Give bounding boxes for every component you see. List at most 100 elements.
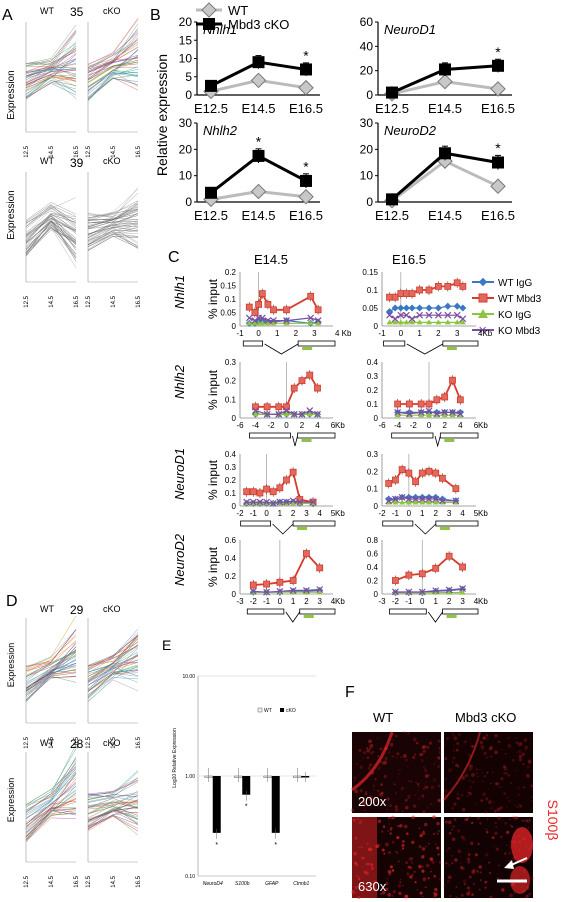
a-wt-top-profile-line xyxy=(25,41,77,73)
f-signal-dot xyxy=(463,740,467,744)
f-signal-dot xyxy=(373,785,375,788)
f-signal-dot xyxy=(359,765,363,769)
f-signal-dot xyxy=(444,789,448,794)
c-point xyxy=(391,293,399,301)
f-signal-dot xyxy=(485,830,489,834)
a-cko-bottom-profile-line xyxy=(87,226,139,247)
f-signal-dot xyxy=(396,835,400,840)
f-signal-dot xyxy=(401,843,405,848)
b-point-wt xyxy=(490,81,506,97)
panel-a: Expression Expression WT 35 cKO WT 39 cK… xyxy=(6,5,142,308)
f-signal-dot xyxy=(453,749,456,752)
b-xtick-label: E12.5 xyxy=(375,101,409,116)
f-signal-dot xyxy=(358,799,361,802)
c-point xyxy=(432,564,440,572)
c-point xyxy=(444,311,452,319)
d-cko-bottom-profile-line xyxy=(87,771,139,801)
f-signal-dot xyxy=(383,774,388,779)
f-signal-dot xyxy=(419,891,423,895)
c-point xyxy=(392,588,399,596)
d-wt-top-profile-line xyxy=(25,658,77,701)
a-wt-bottom-profile-line xyxy=(25,227,77,253)
e-significance-star: * xyxy=(215,842,218,849)
c-point xyxy=(276,498,284,506)
f-signal-dot xyxy=(482,781,484,783)
c-point xyxy=(425,407,433,415)
d-cko-top-profile-line xyxy=(87,666,139,697)
a-wt-top-profile-line xyxy=(25,31,77,65)
d-cko-top-profile-line xyxy=(87,677,139,699)
f-signal-dot xyxy=(410,780,413,783)
f-signal-dot xyxy=(381,761,386,765)
f-signal-dot xyxy=(495,826,498,829)
c-point xyxy=(314,410,321,418)
c-xunit-label: Kb xyxy=(478,421,488,430)
d-wt-top-profile-line xyxy=(25,649,77,690)
c-point xyxy=(270,320,277,326)
f-signal-dot xyxy=(417,784,421,788)
c-point xyxy=(433,396,441,404)
c-point xyxy=(392,319,399,325)
c-point xyxy=(386,319,393,325)
f-signal-dot xyxy=(484,886,487,889)
c-point xyxy=(245,314,253,322)
f-signal-dot xyxy=(429,858,433,861)
d-wt-top-profile-line xyxy=(25,665,77,699)
f-signal-dot xyxy=(469,816,472,819)
f-signal-dot xyxy=(465,818,469,821)
f-signal-dot xyxy=(383,852,386,855)
b-point-cko xyxy=(386,193,398,206)
f-signal-dot xyxy=(368,739,373,744)
f-signal-dot xyxy=(361,765,364,768)
d-cko-top-profile-line xyxy=(87,679,139,702)
f-signal-dot xyxy=(460,793,464,798)
f-signal-dot xyxy=(484,853,489,857)
c-amplicon-marker xyxy=(444,439,455,442)
f-signal-dot xyxy=(444,820,448,824)
c-ytick-label: 0.1 xyxy=(367,400,379,409)
f-signal-dot xyxy=(455,886,458,888)
c-xtick-label: 4 xyxy=(315,421,320,430)
f-signal-dot xyxy=(423,767,426,769)
f-tissue-edge xyxy=(351,731,394,792)
c-point xyxy=(416,311,424,319)
f-signal-dot xyxy=(357,780,360,783)
c-point xyxy=(386,293,393,301)
f-signal-dot xyxy=(481,746,485,751)
c-point xyxy=(392,495,399,503)
f-signal-dot xyxy=(387,830,390,832)
c-xtick-label: 0 xyxy=(278,597,283,606)
tick-label: 14.5 xyxy=(49,736,55,748)
f-signal-dot xyxy=(432,815,436,819)
c-point xyxy=(397,319,404,325)
f-signal-dot xyxy=(432,832,435,835)
f-signal-dot xyxy=(494,821,497,825)
f-signal-dot xyxy=(472,745,475,748)
d-wt-top-profile-line xyxy=(25,641,77,670)
f-signal-dot xyxy=(387,892,392,897)
f-signal-dot xyxy=(461,776,466,780)
tick-label: 12.5 xyxy=(86,736,92,748)
f-signal-dot xyxy=(426,806,429,809)
c-point xyxy=(243,498,251,506)
f-signal-dot xyxy=(430,785,435,790)
f-signal-dot xyxy=(423,788,425,791)
panel-c-legend: WT IgG WT Mbd3 KO IgG ✕ KO Mbd3 xyxy=(472,277,542,337)
f-signal-dot xyxy=(406,765,409,768)
f-signal-dot xyxy=(426,745,430,749)
f-signal-dot xyxy=(488,861,491,864)
c-point xyxy=(408,315,416,323)
c-point xyxy=(392,499,399,505)
f-signal-dot xyxy=(446,879,450,883)
c-point xyxy=(306,371,314,379)
d-wt-bottom-profile-line xyxy=(25,760,77,816)
d-cko-top-profile-line xyxy=(87,644,139,681)
d-cko-bottom-profile-line xyxy=(87,800,139,814)
f-signal-dot xyxy=(372,789,375,792)
legend-ko-mbd3-label: KO Mbd3 xyxy=(498,326,541,337)
f-signal-dot xyxy=(356,763,358,765)
c-point xyxy=(433,410,441,418)
tick-label: 14.5 xyxy=(111,295,117,307)
a-wt-bottom-profile-line xyxy=(25,206,77,224)
c-xtick-label: 2 xyxy=(442,421,447,430)
